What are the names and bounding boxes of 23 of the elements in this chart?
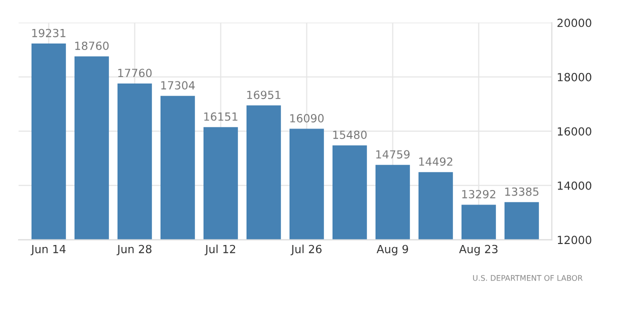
data-label: 13385 [505, 187, 538, 196]
data-label: 16090 [290, 114, 324, 122]
data-label: 17760 [118, 68, 152, 78]
y-tick-label: 12000 [558, 236, 592, 244]
x-tick-label: Jul 12 [204, 244, 236, 256]
data-label: 16951 [247, 90, 280, 100]
y-tick-label: 16000 [558, 127, 592, 136]
data-label: 19231 [32, 28, 66, 38]
data-label: 14492 [419, 157, 452, 166]
data-label: 17304 [161, 81, 195, 90]
data-label: 13292 [462, 190, 496, 198]
x-tick-label: Jun 14 [30, 244, 66, 256]
x-tick-label: Aug 23 [459, 244, 498, 256]
y-tick-label: 14000 [558, 181, 592, 190]
data-label: 18760 [75, 42, 109, 50]
x-tick-label: Aug 9 [376, 244, 408, 256]
data-label: 14759 [376, 150, 410, 159]
data-label: 15480 [333, 130, 367, 140]
x-tick-label: Jun 28 [116, 244, 152, 256]
data-label: 16151 [204, 112, 238, 121]
y-tick-label: 18000 [558, 72, 592, 82]
y-tick-label: 20000 [557, 18, 592, 28]
x-tick-label: Jul 26 [290, 244, 322, 256]
